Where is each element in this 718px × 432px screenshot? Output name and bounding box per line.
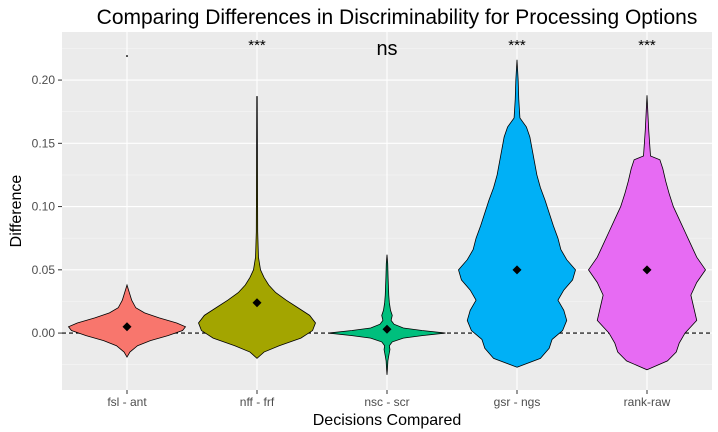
- x-axis-title: Decisions Compared: [313, 412, 462, 429]
- mean-marker-5: [642, 265, 652, 275]
- significance-label: ***: [638, 37, 656, 54]
- x-tick-label: nff - frf: [240, 395, 275, 409]
- mean-marker-1: [122, 322, 132, 332]
- violin-4: [458, 59, 576, 368]
- significance-label: ***: [248, 37, 266, 54]
- chart-title: Comparing Differences in Discriminabilit…: [97, 6, 698, 29]
- y-tick-label: 0.10: [32, 200, 56, 214]
- violin-5: [588, 95, 706, 371]
- significance-labels: *** ns *** ***: [248, 37, 656, 60]
- y-tick-label: 0.05: [32, 263, 56, 277]
- violin-1: [67, 283, 187, 358]
- significance-label: ns: [376, 38, 397, 60]
- mean-marker-2: [252, 298, 262, 308]
- mean-marker-3: [382, 324, 392, 334]
- x-tick-label: fsl - ant: [107, 395, 147, 409]
- x-tick-label: gsr - ngs: [494, 395, 541, 409]
- y-tick-label: 0.20: [32, 73, 56, 87]
- mean-marker-4: [512, 265, 522, 275]
- significance-label: ***: [508, 37, 526, 54]
- x-tick-label: rank-raw: [624, 395, 671, 409]
- x-tick-label: nsc - scr: [364, 395, 409, 409]
- y-tick-label: 0.15: [32, 136, 56, 150]
- violin-3: [328, 254, 446, 375]
- y-axis: 0.00 0.05 0.10 0.15 0.20: [32, 73, 62, 340]
- y-tick-label: 0.00: [32, 326, 56, 340]
- violins: [67, 55, 706, 375]
- x-axis: fsl - ant nff - frf nsc - scr gsr - ngs rank…: [107, 390, 671, 409]
- outlier-point-1: [126, 55, 128, 57]
- y-axis-title: Difference: [8, 175, 25, 248]
- violin-2: [198, 96, 316, 359]
